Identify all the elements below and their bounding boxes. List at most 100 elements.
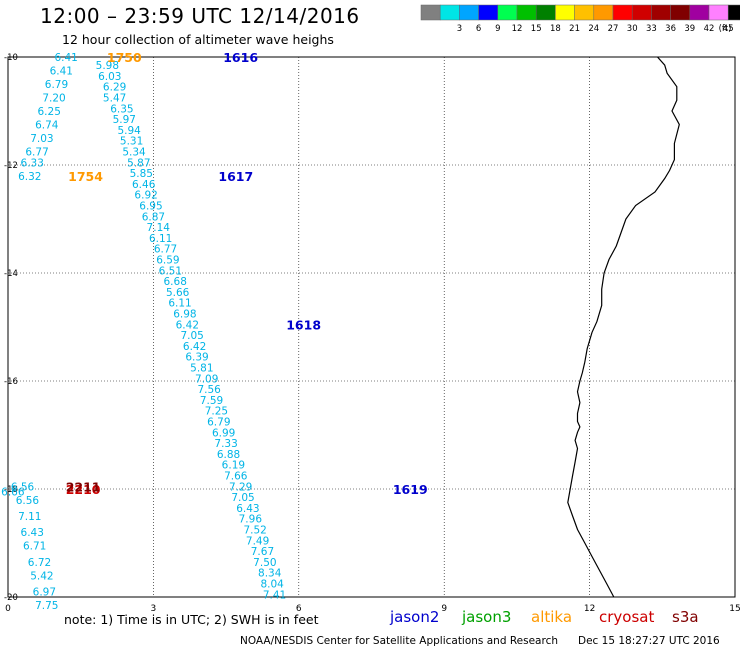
swh-value: 7.66 [224, 471, 248, 483]
swh-value: 6.41 [54, 52, 77, 64]
swh-value: 8.04 [260, 579, 284, 591]
swh-value: 6.88 [217, 449, 240, 461]
swh-value: 7.59 [200, 395, 223, 407]
swh-value: 6.25 [38, 106, 61, 118]
swh-value: 7.29 [229, 481, 252, 493]
legend-tick-label: 45 [723, 24, 734, 34]
swh-value: 6.42 [183, 341, 206, 353]
legend-tick-label: 6 [476, 24, 481, 34]
swh-value: 6.77 [154, 244, 177, 256]
swh-value: 6.11 [168, 298, 191, 310]
swh-value: 6.98 [173, 309, 196, 321]
swh-value: 7.41 [263, 589, 286, 601]
swh-value: 8.34 [258, 568, 282, 580]
swh-value: 6.43 [21, 527, 44, 539]
legend-tick-label: 18 [550, 24, 561, 34]
swh-value: 6.11 [149, 233, 172, 245]
page-title: 12:00 – 23:59 UTC 12/14/2016 [40, 4, 360, 28]
legend-tick-label: 39 [684, 24, 695, 34]
legend-cryosat: cryosat [599, 608, 655, 626]
swh-value: 7.50 [253, 557, 276, 569]
lat-tick-label: -12 [4, 161, 18, 171]
swh-value: 6.74 [35, 120, 59, 132]
swh-value: 6.59 [156, 255, 179, 267]
lon-tick-label: 9 [441, 604, 447, 614]
swh-value: 6.51 [159, 265, 182, 277]
legend-tick-label: 15 [531, 24, 542, 34]
swh-value: 7.09 [195, 373, 218, 385]
swh-value: 6.42 [176, 319, 199, 331]
swh-value: 6.33 [21, 157, 44, 169]
lat-tick-label: -18 [4, 485, 18, 495]
legend-tick-label: 3 [457, 24, 462, 34]
legend-tick-label: 30 [627, 24, 638, 34]
swh-value: 6.03 [98, 71, 121, 83]
legend-tick-label: 9 [495, 24, 500, 34]
swh-value: 6.71 [23, 541, 46, 553]
pass-time-label: 1754 [68, 169, 103, 184]
pass-time-label: 1616 [223, 50, 258, 65]
swh-value: 5.66 [166, 287, 190, 299]
legend-tick-label: 12 [512, 24, 523, 34]
swh-value: 5.94 [117, 125, 141, 137]
legend-tick-label: 42 [704, 24, 715, 34]
swh-value: 5.34 [122, 147, 146, 159]
legend-tick-label: 24 [588, 24, 599, 34]
swh-value: 5.87 [127, 157, 150, 169]
lat-tick-label: -16 [4, 377, 18, 387]
swh-value: 6.19 [222, 460, 245, 472]
swh-value: 7.67 [251, 546, 274, 558]
swh-value: 5.47 [103, 93, 126, 105]
swh-value: 7.25 [205, 406, 228, 418]
legend-s3a: s3a [672, 608, 699, 626]
pass-time-label: 1618 [286, 317, 321, 332]
swh-value: 7.56 [197, 384, 221, 396]
swh-value: 7.49 [246, 535, 269, 547]
legend-tick-label: 27 [608, 24, 619, 34]
swh-value: 6.41 [50, 66, 73, 78]
legend-altika: altika [531, 608, 573, 626]
swh-value: 7.14 [147, 222, 171, 234]
pass-time-label: 1617 [218, 169, 253, 184]
swh-value: 6.87 [142, 211, 165, 223]
lon-tick-label: 0 [5, 604, 11, 614]
legend-jason3: jason3 [462, 608, 512, 626]
swh-value: 6.56 [11, 481, 35, 493]
swh-value: 7.75 [35, 600, 58, 612]
map-frame [7, 56, 736, 598]
lon-tick-label: 15 [729, 604, 740, 614]
swh-value: 7.11 [18, 511, 41, 523]
swh-value: 6.79 [207, 417, 230, 429]
legend-tick-label: 21 [569, 24, 580, 34]
pass-time-label: 2210 [66, 482, 101, 497]
legend-tick-label: 33 [646, 24, 657, 34]
lon-tick-label: 6 [296, 604, 302, 614]
swh-value: 6.56 [16, 495, 40, 507]
swh-value: 5.42 [30, 570, 53, 582]
legend-unit: (ft) [719, 24, 732, 34]
legend-tick-label: 36 [665, 24, 676, 34]
footer-date: Dec 15 18:27:27 UTC 2016 [578, 635, 720, 647]
legend-swatch [727, 4, 740, 21]
lon-tick-label: 3 [151, 604, 157, 614]
lat-tick-label: -10 [4, 53, 18, 63]
footer-note: note: 1) Time is in UTC; 2) SWH is in fe… [64, 612, 319, 627]
pass-time-label: 2211 [66, 479, 101, 494]
swh-value: 6.79 [45, 79, 68, 91]
swh-value: 7.05 [231, 492, 254, 504]
swh-value: 6.32 [18, 171, 41, 183]
swh-value: 6.77 [25, 147, 48, 159]
swh-value: 6.43 [236, 503, 259, 515]
swh-value: 7.20 [42, 93, 65, 105]
swh-value: 5.85 [130, 168, 153, 180]
swh-value: 5.97 [113, 114, 136, 126]
page-subtitle: 12 hour collection of altimeter wave hei… [62, 32, 334, 47]
swh-value: 6.97 [33, 587, 56, 599]
legend-jason2: jason2 [390, 608, 440, 626]
swh-value: 6.29 [103, 82, 126, 94]
swh-value: 7.03 [30, 133, 53, 145]
swh-value: 6.92 [134, 190, 157, 202]
swh-value: 5.98 [96, 60, 119, 72]
swh-value: 6.66 [1, 487, 25, 499]
swh-value: 7.52 [243, 525, 266, 537]
